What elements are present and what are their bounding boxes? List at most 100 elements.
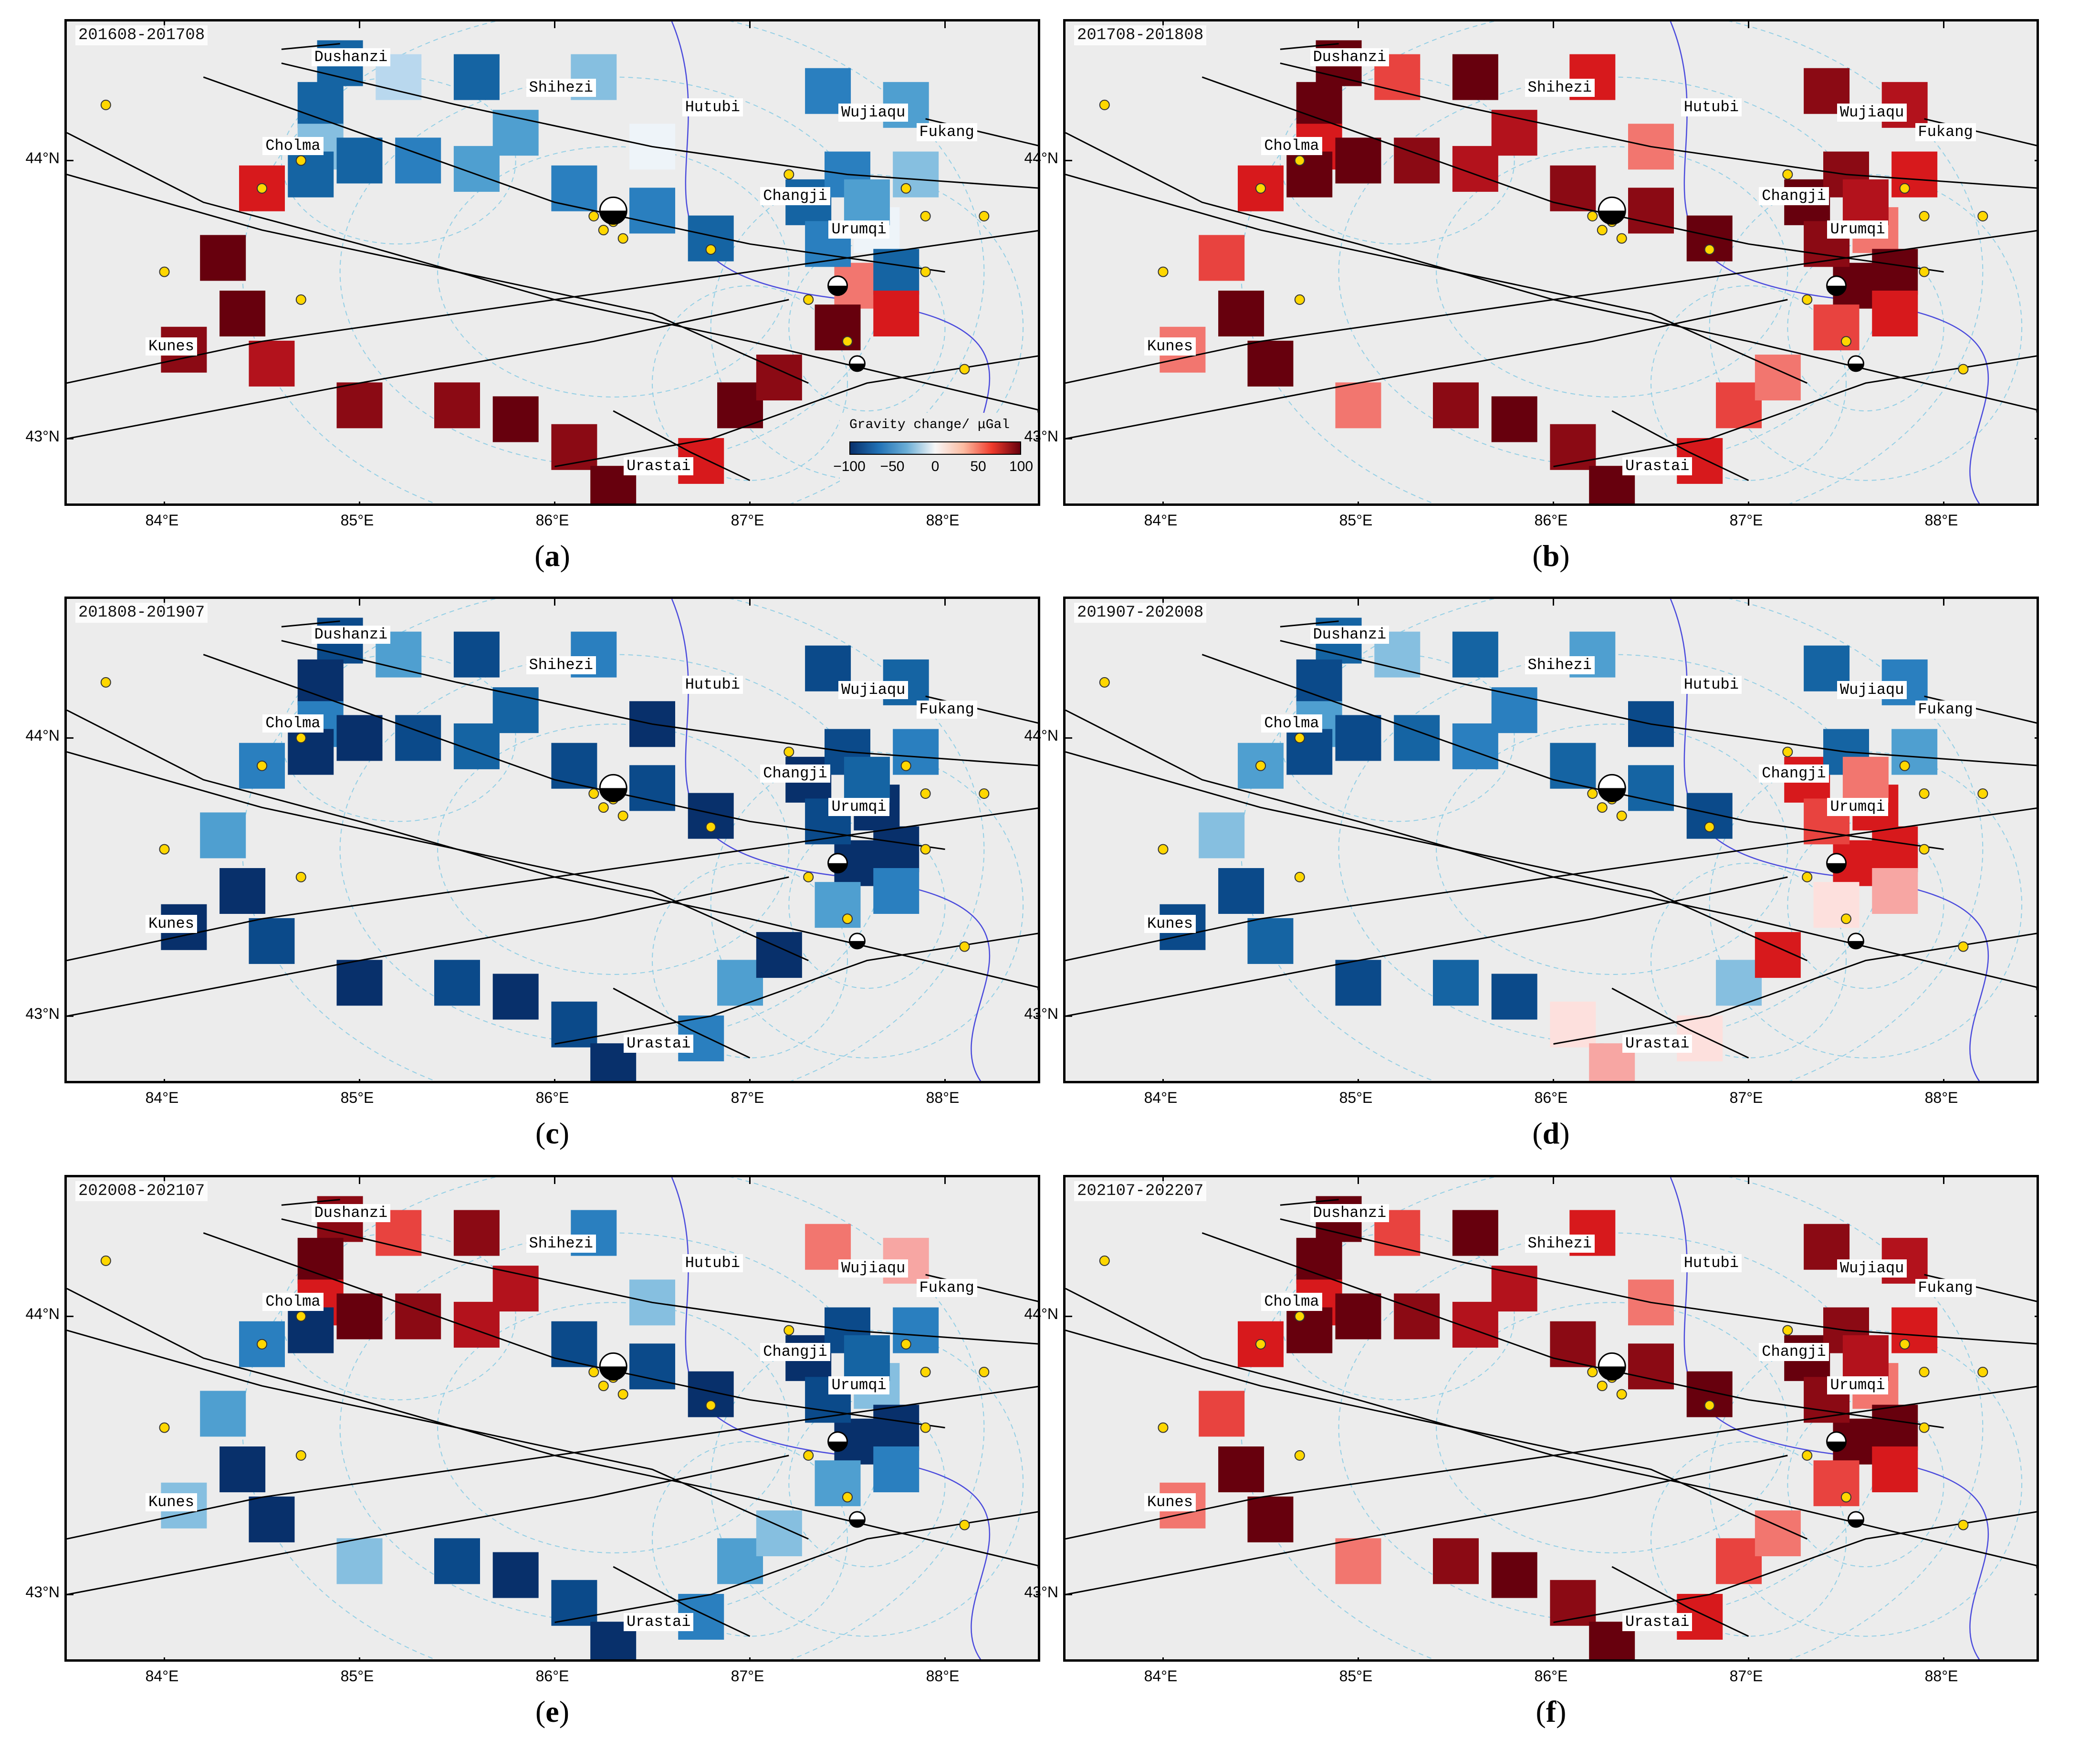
- gravity-cell: [297, 659, 344, 705]
- fault-line: [67, 751, 809, 962]
- gravity-cell: [1716, 382, 1762, 429]
- earthquake-marker: [1919, 844, 1930, 855]
- latitude-label: 44°N: [25, 149, 60, 167]
- longitude-label: 88°E: [926, 1089, 960, 1106]
- gravity-contour: [1241, 21, 1984, 503]
- city-label: Cholma: [1261, 714, 1322, 733]
- gravity-cell: [844, 1335, 890, 1381]
- longitude-label: 86°E: [1534, 512, 1568, 529]
- longitude-label: 85°E: [1339, 1667, 1373, 1685]
- gravity-cell: [434, 382, 480, 429]
- gravity-cell: [1394, 715, 1440, 761]
- gravity-contour: [437, 723, 790, 975]
- latitude-label: 43°N: [25, 1583, 60, 1601]
- panel-caption: (b): [1532, 539, 1570, 573]
- gravity-cell: [1813, 882, 1860, 928]
- gravity-cell: [1247, 918, 1294, 964]
- gravity-cell: [288, 151, 334, 198]
- gravity-cell: [200, 812, 246, 859]
- map-panel-a: 201608-201708 Dushanzi Shihezi Hutubi Wujiaq…: [26, 19, 1050, 573]
- focal-mechanism-icon: [848, 1511, 866, 1528]
- gravity-contour: [1651, 1441, 1847, 1637]
- latitude-label: 44°N: [25, 1305, 60, 1323]
- gravity-contour: [242, 21, 985, 503]
- city-label: Dushanzi: [311, 48, 391, 66]
- gravity-cell: [336, 382, 383, 429]
- city-label: Urastai: [624, 1034, 694, 1053]
- fault-line: [554, 355, 1038, 468]
- period-label: 201808-201907: [75, 603, 208, 623]
- gravity-cell: [1452, 54, 1498, 100]
- earthquake-marker: [598, 225, 609, 236]
- earthquake-marker: [159, 844, 170, 855]
- gravity-cell: [1247, 1496, 1294, 1542]
- earthquake-marker: [1704, 821, 1715, 832]
- gravity-cell: [336, 715, 383, 761]
- earthquake-marker: [295, 733, 306, 744]
- earthquake-marker: [1802, 1450, 1813, 1461]
- gravity-cell: [717, 960, 763, 1006]
- city-label: Wujiaqu: [1837, 681, 1907, 700]
- gravity-cell: [1335, 382, 1381, 429]
- focal-mechanism-icon: [1847, 932, 1864, 950]
- earthquake-marker: [1802, 871, 1813, 882]
- gravity-cell: [288, 729, 334, 775]
- focal-mechanism-icon: [1598, 1352, 1626, 1381]
- gravity-contour: [339, 1232, 887, 1623]
- city-label: Kunes: [1144, 914, 1196, 933]
- gravity-cell: [1296, 82, 1342, 128]
- gravity-cell: [1452, 1210, 1498, 1256]
- earthquake-marker: [1977, 211, 1988, 221]
- city-label: Hutubi: [1681, 1254, 1742, 1272]
- fault-line: [281, 620, 340, 628]
- earthquake-marker: [842, 1492, 853, 1503]
- gravity-contour: [1436, 723, 1788, 975]
- gravity-cell: [1891, 1307, 1938, 1353]
- earthquake-marker: [803, 294, 814, 305]
- gravity-contour: [437, 146, 790, 398]
- earthquake-marker: [920, 266, 931, 277]
- gravity-contour: [1709, 1330, 2023, 1637]
- city-label: Changji: [760, 1343, 830, 1362]
- period-label: 201907-202008: [1074, 603, 1207, 623]
- earthquake-marker: [1587, 788, 1598, 799]
- city-label: Cholma: [262, 714, 324, 733]
- focal-mechanism-icon: [1847, 1511, 1864, 1528]
- map-frame: 201708-201808 Dushanzi Shihezi Hutubi Wujiaq…: [1063, 19, 2039, 506]
- earthquake-marker: [2036, 409, 2037, 413]
- fault-line: [281, 62, 1038, 189]
- earthquake-marker: [1099, 1255, 1110, 1266]
- earthquake-marker: [1704, 244, 1715, 255]
- earthquake-marker: [1958, 1519, 1969, 1530]
- city-label: Fukang: [916, 1279, 977, 1298]
- earthquake-marker: [2036, 986, 2037, 991]
- gravity-cell: [1813, 1460, 1860, 1507]
- gravity-cell: [492, 687, 539, 733]
- earthquake-marker: [1158, 1422, 1169, 1433]
- earthquake-marker: [1294, 294, 1305, 305]
- latitude-label: 43°N: [25, 428, 60, 445]
- longitude-label: 85°E: [340, 1089, 374, 1106]
- gravity-cell: [551, 1321, 597, 1367]
- panel-caption-letter: d: [1542, 1116, 1560, 1150]
- city-label: Hutubi: [682, 675, 743, 694]
- gravity-cell: [1842, 179, 1889, 225]
- gravity-contour: [1338, 654, 1886, 1045]
- city-label: Fukang: [916, 701, 977, 719]
- gravity-cell: [551, 424, 597, 470]
- earthquake-marker: [1294, 155, 1305, 166]
- gravity-cell: [1433, 382, 1479, 429]
- earthquake-marker: [1255, 760, 1266, 771]
- gravity-cell: [1199, 812, 1245, 859]
- fault-line: [281, 639, 1038, 766]
- panel-caption: (c): [535, 1116, 570, 1150]
- focal-mechanism-icon: [848, 932, 866, 950]
- city-label: Urastai: [1622, 1034, 1693, 1053]
- fault-line: [67, 1455, 789, 1595]
- earthquake-marker: [1782, 746, 1793, 757]
- fault-line: [613, 410, 751, 482]
- gravity-cell: [434, 1538, 480, 1584]
- earthquake-marker: [959, 1519, 970, 1530]
- city-label: Cholma: [1261, 137, 1322, 156]
- gravity-cell: [815, 882, 861, 928]
